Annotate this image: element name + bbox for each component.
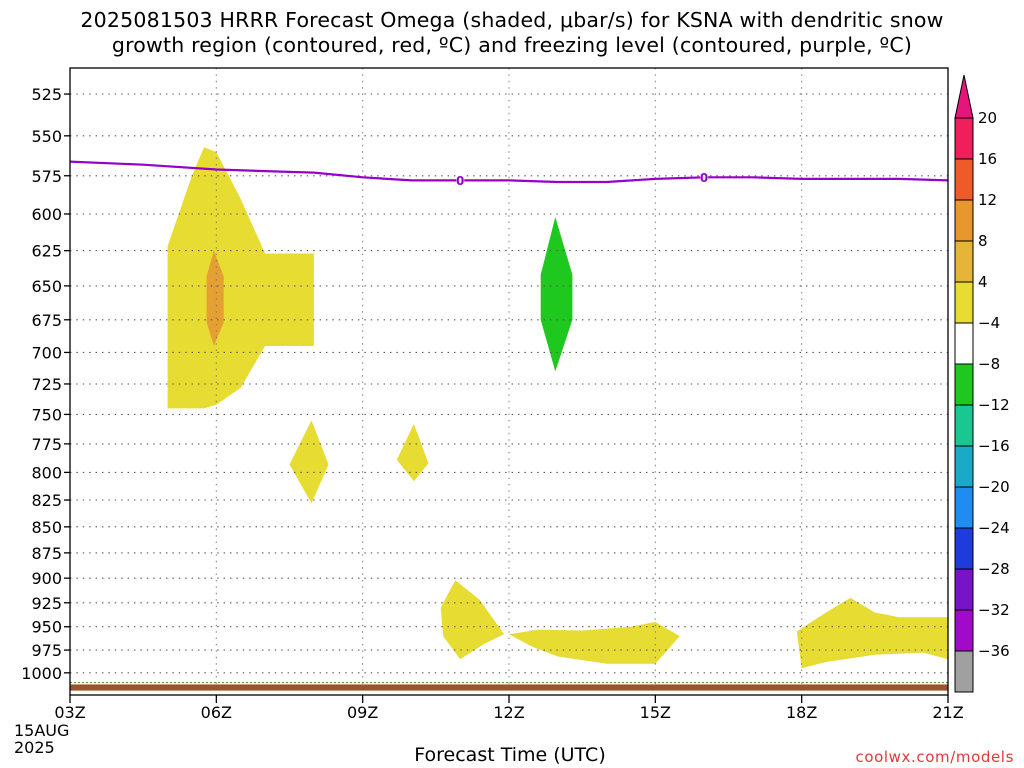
surface-strip-layer bbox=[70, 682, 948, 691]
colorbar-label-13: −36 bbox=[978, 642, 1010, 660]
colorbar-segment-8 bbox=[954, 445, 974, 488]
surface-strip bbox=[70, 684, 948, 691]
y-tick-label-750: 750 bbox=[31, 405, 62, 424]
colorbar-label-6: −8 bbox=[978, 355, 1000, 373]
x-axis-title: Forecast Time (UTC) bbox=[414, 744, 606, 766]
colorbar-segment-0 bbox=[954, 117, 974, 160]
credit-text: coolwx.com/models bbox=[855, 748, 1014, 766]
y-tick-label-575: 575 bbox=[31, 167, 62, 186]
x-date-label-0: 15AUG bbox=[14, 721, 69, 740]
y-tick-label-625: 625 bbox=[31, 242, 62, 261]
y-tick-label-775: 775 bbox=[31, 435, 62, 454]
colorbar-segment-2 bbox=[954, 199, 974, 242]
x-tick-label-12Z: 12Z bbox=[493, 703, 524, 722]
y-tick-label-825: 825 bbox=[31, 491, 62, 510]
colorbar-label-11: −28 bbox=[978, 560, 1010, 578]
x-tick-label-21Z: 21Z bbox=[932, 703, 963, 722]
y-tick-label-725: 725 bbox=[31, 375, 62, 394]
x-tick-label-18Z: 18Z bbox=[786, 703, 817, 722]
y-tick-label-600: 600 bbox=[31, 205, 62, 224]
freezing-label-1: 0 bbox=[700, 171, 708, 185]
omega-region-green-descent bbox=[540, 217, 573, 372]
y-tick-label-525: 525 bbox=[31, 85, 62, 104]
x-tick-label-06Z: 06Z bbox=[201, 703, 232, 722]
colorbar-segment-6 bbox=[954, 363, 974, 406]
omega-region-yellow-low-18z-21z bbox=[796, 597, 948, 669]
colorbar-label-8: −16 bbox=[978, 437, 1010, 455]
y-tick-label-875: 875 bbox=[31, 544, 62, 563]
omega-region-yellow-low-12z-15z bbox=[509, 622, 680, 664]
colorbar: 20 16 12 8 4 −4 −8 −12 −16 −20 −24 −28 −32 −36 bbox=[954, 74, 1010, 693]
y-tick-label-975: 975 bbox=[31, 641, 62, 660]
colorbar-label-7: −12 bbox=[978, 396, 1010, 414]
y-tick-label-675: 675 bbox=[31, 311, 62, 330]
colorbar-segment-11 bbox=[954, 568, 974, 611]
y-tick-label-850: 850 bbox=[31, 518, 62, 537]
title-line-1: 2025081503 HRRR Forecast Omega (shaded, … bbox=[80, 8, 944, 32]
colorbar-segment-1 bbox=[954, 158, 974, 201]
y-tick-label-700: 700 bbox=[31, 343, 62, 362]
title-line-2: growth region (contoured, red, ºC) and f… bbox=[111, 33, 913, 57]
omega-region-yellow-main bbox=[167, 147, 314, 409]
colorbar-label-9: −20 bbox=[978, 478, 1010, 496]
x-date-label-1: 2025 bbox=[14, 738, 55, 757]
omega-region-yellow-blob-10z bbox=[396, 423, 429, 482]
omega-region-yellow-low-11z bbox=[440, 580, 505, 660]
x-tick-label-03Z: 03Z bbox=[54, 703, 85, 722]
colorbar-segment-7 bbox=[954, 404, 974, 447]
colorbar-label-10: −24 bbox=[978, 519, 1010, 537]
colorbar-label-0: 20 bbox=[978, 109, 997, 127]
colorbar-segment-4 bbox=[954, 281, 974, 324]
colorbar-label-5: −4 bbox=[978, 314, 1000, 332]
y-tick-label-550: 550 bbox=[31, 127, 62, 146]
y-tick-label-1000: 1000 bbox=[21, 664, 62, 683]
y-axis-layer: 525 550 575 600 625 650 675 700 725 750 775 800 825 8… bbox=[21, 85, 70, 683]
colorbar-segment-13 bbox=[954, 650, 974, 693]
y-tick-label-650: 650 bbox=[31, 277, 62, 296]
freezing-label-0: 0 bbox=[456, 174, 464, 188]
x-tick-label-09Z: 09Z bbox=[347, 703, 378, 722]
colorbar-label-3: 8 bbox=[978, 232, 988, 250]
colorbar-label-12: −32 bbox=[978, 601, 1010, 619]
colorbar-segment-10 bbox=[954, 527, 974, 570]
freezing-level-line bbox=[69, 160, 949, 184]
colorbar-segment-3 bbox=[954, 240, 974, 283]
y-tick-label-900: 900 bbox=[31, 569, 62, 588]
colorbar-top-arrow bbox=[954, 74, 974, 119]
omega-region-orange-core bbox=[206, 250, 224, 346]
y-tick-label-800: 800 bbox=[31, 463, 62, 482]
y-tick-label-950: 950 bbox=[31, 618, 62, 637]
freezing-label-bg-0 bbox=[456, 173, 465, 187]
chart-title: 2025081503 HRRR Forecast Omega (shaded, … bbox=[0, 8, 1024, 58]
omega-shading-layer bbox=[167, 147, 948, 669]
colorbar-segment-5 bbox=[954, 322, 974, 365]
freezing-label-bg-1 bbox=[700, 170, 709, 184]
colorbar-label-1: 16 bbox=[978, 150, 997, 168]
x-tick-label-15Z: 15Z bbox=[640, 703, 671, 722]
colorbar-label-2: 12 bbox=[978, 191, 997, 209]
colorbar-segment-9 bbox=[954, 486, 974, 529]
colorbar-label-4: 4 bbox=[978, 273, 988, 291]
omega-region-yellow-blob-08z bbox=[289, 420, 329, 504]
colorbar-segment-12 bbox=[954, 609, 974, 652]
y-tick-label-925: 925 bbox=[31, 594, 62, 613]
